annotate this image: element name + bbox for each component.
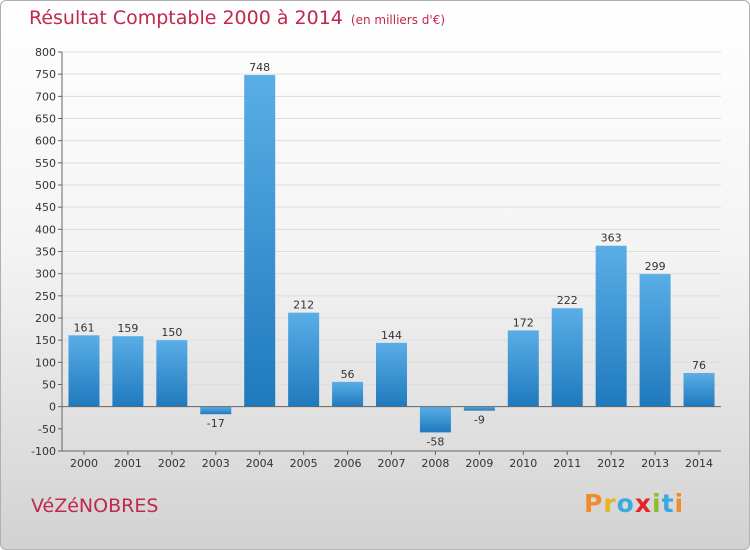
data-label-2011: 222: [557, 294, 578, 307]
logo-letter: i: [652, 489, 662, 518]
logo-letter: x: [634, 489, 652, 518]
logo-letter: o: [616, 489, 635, 518]
data-label-2008: -58: [426, 435, 444, 448]
y-tick-label: 450: [35, 201, 56, 214]
data-label-2002: 150: [161, 326, 182, 339]
bar-2008: [419, 406, 451, 433]
bar-2011: [551, 308, 583, 407]
x-tick-label-2007: 2007: [378, 457, 406, 470]
x-tick-label-2014: 2014: [685, 457, 713, 470]
y-tick-label: 50: [42, 379, 56, 392]
x-tick-label-2003: 2003: [202, 457, 230, 470]
bar-2000: [68, 335, 100, 407]
data-label-2006: 56: [341, 368, 355, 381]
x-tick-label-2010: 2010: [509, 457, 537, 470]
y-tick-label: 250: [35, 290, 56, 303]
y-tick-label: 800: [35, 46, 56, 59]
y-tick-label: 0: [49, 401, 56, 414]
chart-title: Résultat Comptable 2000 à 2014 (en millie…: [29, 7, 445, 29]
data-label-2001: 159: [117, 322, 138, 335]
bar-2002: [156, 340, 188, 407]
axes: [58, 51, 721, 455]
proxiti-logo[interactable]: Proxiti: [584, 489, 684, 518]
data-label-2012: 363: [601, 232, 622, 245]
data-label-2000: 161: [73, 321, 94, 334]
y-tick-label: 300: [35, 268, 56, 281]
bar-2010: [507, 330, 539, 407]
x-tick-label-2006: 2006: [334, 457, 362, 470]
y-tick-label: 400: [35, 223, 56, 236]
y-tick-label: 500: [35, 179, 56, 192]
y-tick-label: 650: [35, 113, 56, 126]
x-tick-label-2002: 2002: [158, 457, 186, 470]
y-tick-label: 100: [35, 356, 56, 369]
logo-letter: P: [584, 489, 604, 518]
x-tick-label-2011: 2011: [553, 457, 581, 470]
bar-2007: [376, 342, 407, 407]
chart-subtitle: (en milliers d'€): [350, 13, 446, 27]
bar-2006: [332, 381, 364, 407]
bar-2012: [595, 245, 627, 407]
y-tick-label: 700: [35, 90, 56, 103]
x-tick-label-2009: 2009: [465, 457, 493, 470]
y-tick-label: 750: [35, 68, 56, 81]
x-tick-label-2013: 2013: [641, 457, 669, 470]
town-name: VéZéNOBRES: [31, 495, 159, 517]
x-tick-label-2001: 2001: [114, 457, 142, 470]
data-label-2014: 76: [692, 359, 706, 372]
bar-2009: [463, 406, 495, 411]
bar-2004: [244, 75, 276, 407]
logo-letter: t: [661, 489, 675, 518]
y-tick-label: -100: [31, 445, 56, 458]
data-label-2007: 144: [381, 329, 402, 342]
y-tick-label: 200: [35, 312, 56, 325]
x-tick-label-2000: 2000: [70, 457, 98, 470]
y-tick-label: 150: [35, 334, 56, 347]
data-label-2005: 212: [293, 299, 314, 312]
x-tick-label-2008: 2008: [421, 457, 449, 470]
y-tick-label: -50: [38, 423, 56, 436]
bar-2014: [683, 372, 715, 407]
bar-chart: -100 -50 0 50 100 150 200 250 300 350 400 450 500 550…: [31, 46, 721, 470]
data-label-2010: 172: [513, 316, 534, 329]
y-tick-label: 350: [35, 246, 56, 259]
chart-title-text: Résultat Comptable 2000 à 2014: [29, 7, 343, 29]
data-label-2009: -9: [474, 414, 485, 427]
data-label-2013: 299: [645, 260, 666, 273]
y-tick-label: 550: [35, 157, 56, 170]
y-tick-label: 600: [35, 135, 56, 148]
bar-2001: [112, 336, 144, 407]
x-tick-label-2004: 2004: [246, 457, 274, 470]
bar-2003: [200, 406, 232, 415]
data-label-2003: -17: [207, 417, 225, 430]
bar-2013: [639, 274, 671, 407]
logo-letter: r: [603, 489, 617, 518]
x-tick-label-2005: 2005: [290, 457, 318, 470]
labels: -100 -50 0 50 100 150 200 250 300 350 400 450 500 550…: [31, 46, 713, 470]
bar-2005: [288, 312, 320, 407]
bars: [68, 75, 715, 433]
x-tick-label-2012: 2012: [597, 457, 625, 470]
logo-letter: i: [674, 489, 685, 518]
data-label-2004: 748: [249, 61, 270, 74]
